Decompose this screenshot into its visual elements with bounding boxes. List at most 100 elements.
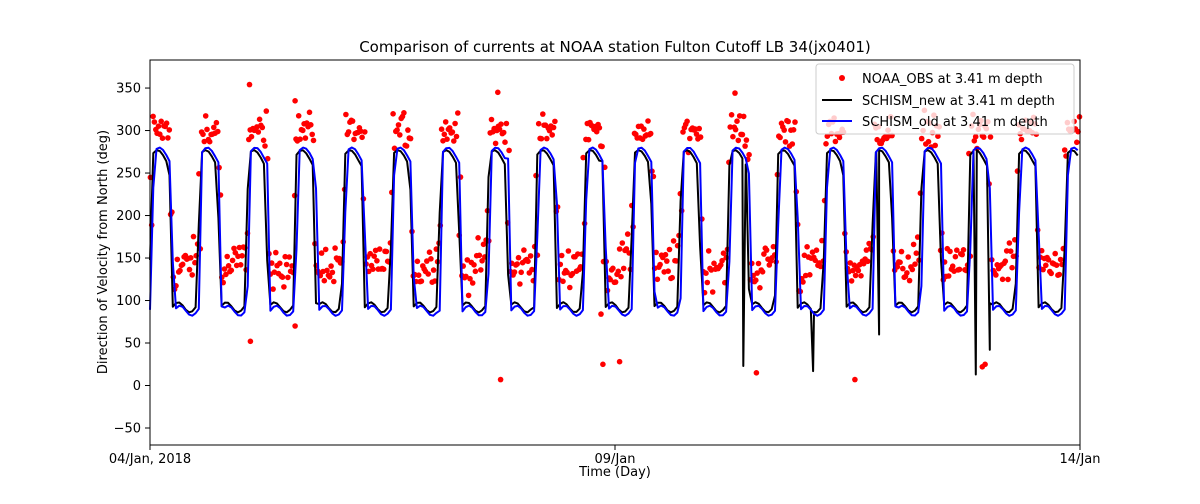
obs-point	[511, 269, 518, 275]
obs-point	[151, 119, 158, 125]
obs-outlier-point	[753, 370, 760, 376]
obs-point	[804, 244, 810, 250]
obs-point	[479, 258, 485, 264]
obs-point	[277, 260, 283, 267]
obs-point	[925, 138, 932, 145]
obs-point	[959, 251, 965, 258]
obs-outlier-point	[852, 376, 858, 383]
obs-point	[1048, 270, 1054, 277]
obs-point	[865, 258, 871, 265]
obs-point	[1074, 139, 1080, 146]
obs-point	[376, 246, 383, 252]
obs-point	[453, 133, 460, 140]
obs-point	[618, 273, 624, 280]
obs-point	[906, 277, 913, 284]
obs-point	[465, 292, 472, 299]
obs-point	[1061, 147, 1068, 153]
obs-point	[781, 127, 787, 133]
obs-point	[823, 141, 829, 147]
obs-point	[910, 241, 917, 248]
obs-point	[770, 243, 777, 250]
obs-point	[732, 126, 739, 133]
obs-point	[956, 266, 963, 273]
ticks-layer: −50 0 50 100 150 200 250 300 350 04/Jan, 2018 09/J…	[109, 82, 1101, 467]
obs-point	[734, 118, 740, 124]
obs-point	[370, 266, 376, 273]
x-tick-label: 14/Jan	[1060, 452, 1101, 467]
obs-point	[684, 118, 690, 125]
obs-point	[237, 262, 244, 268]
obs-point	[476, 252, 483, 259]
obs-point	[270, 286, 276, 292]
obs-point	[612, 279, 619, 285]
obs-point	[235, 253, 241, 260]
obs-point	[575, 251, 581, 257]
obs-point	[174, 256, 181, 263]
obs-point	[898, 248, 905, 255]
obs-point	[475, 235, 481, 241]
obs-point	[496, 126, 503, 132]
obs-point	[1009, 264, 1015, 271]
obs-point	[1052, 250, 1058, 257]
obs-point	[204, 126, 210, 133]
obs-point	[1045, 257, 1052, 263]
obs-point	[565, 248, 572, 254]
obs-point	[728, 112, 735, 118]
legend-label-obs: NOAA_OBS at 3.41 m depth	[862, 72, 1043, 87]
obs-point	[514, 261, 520, 267]
obs-point	[847, 260, 853, 266]
obs-point	[909, 266, 916, 273]
y-tick-label: 350	[116, 82, 141, 97]
obs-point	[913, 250, 920, 256]
obs-point	[442, 119, 449, 125]
obs-point	[441, 131, 448, 138]
obs-point	[972, 133, 979, 140]
obs-point	[158, 118, 164, 125]
obs-point	[704, 279, 711, 286]
obs-point	[188, 254, 194, 261]
obs-point	[607, 276, 613, 283]
obs-point	[735, 137, 742, 144]
obs-point	[860, 260, 867, 267]
obs-point	[213, 119, 220, 126]
y-tick-label: 200	[116, 209, 141, 224]
obs-point	[403, 143, 410, 149]
obs-point	[746, 151, 752, 158]
obs-point	[999, 276, 1006, 283]
obs-point	[743, 137, 750, 143]
obs-point	[285, 274, 291, 281]
obs-point	[221, 266, 228, 272]
obs-point	[177, 267, 183, 274]
obs-point	[620, 265, 627, 272]
obs-point	[705, 248, 712, 254]
obs-point	[515, 254, 522, 261]
obs-outlier-point	[732, 90, 738, 96]
obs-point	[866, 240, 872, 247]
obs-point	[295, 113, 302, 119]
x-axis-label: Time (Day)	[578, 465, 651, 480]
obs-point	[430, 267, 437, 273]
obs-point	[755, 260, 762, 267]
obs-point	[449, 129, 456, 135]
y-tick-label: 150	[116, 252, 141, 267]
obs-point	[324, 267, 330, 274]
obs-point	[947, 248, 953, 255]
obs-point	[918, 135, 925, 142]
obs-point	[894, 264, 901, 270]
obs-point	[832, 138, 839, 145]
obs-point	[552, 118, 558, 125]
obs-point	[789, 141, 796, 147]
obs-point	[850, 267, 856, 274]
legend: NOAA_OBS at 3.41 m depth SCHISM_new at 3…	[815, 63, 1075, 135]
obs-point	[472, 268, 479, 275]
obs-point	[610, 265, 616, 272]
obs-point	[262, 143, 268, 149]
obs-point	[229, 257, 236, 264]
obs-point	[371, 253, 378, 259]
obs-point	[329, 269, 336, 276]
obs-point	[654, 276, 661, 283]
obs-point	[538, 135, 545, 142]
obs-point	[785, 118, 791, 125]
obs-point	[343, 111, 349, 118]
